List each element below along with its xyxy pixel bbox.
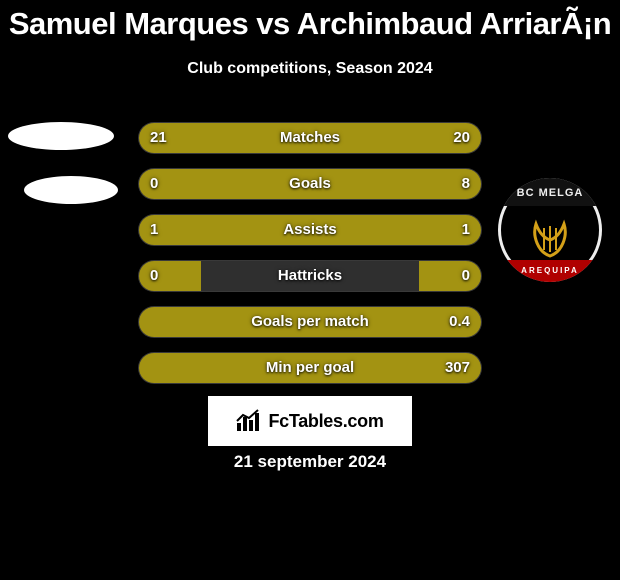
stat-value-right: 0.4 [449,306,470,338]
stat-fill-right [419,261,481,291]
comparison-title: Samuel Marques vs Archimbaud ArriarÃ¡n [0,0,620,42]
club-badge-top-text: BC MELGA [498,178,602,206]
stat-row: 2120Matches [138,122,482,154]
stat-fill-left [139,261,201,291]
lyre-icon [528,216,572,260]
stat-value-right: 307 [445,352,470,384]
stat-fill [139,123,481,153]
stats-container: 2120Matches08Goals11Assists00Hattricks0.… [138,122,482,398]
date-text: 21 september 2024 [0,452,620,472]
stat-row: 08Goals [138,168,482,200]
stat-fill [139,353,481,383]
comparison-subtitle: Club competitions, Season 2024 [0,60,620,78]
stat-value-left: 0 [150,260,158,292]
brand-banner: FcTables.com [208,396,412,446]
stat-value-left: 1 [150,214,158,246]
stat-row: 00Hattricks [138,260,482,292]
stat-value-right: 0 [462,260,470,292]
brand-text: FcTables.com [268,411,383,432]
stat-value-left: 0 [150,168,158,200]
stat-fill [139,169,481,199]
stat-fill [139,307,481,337]
stat-fill [139,215,481,245]
stat-value-right: 20 [453,122,470,154]
club-badge-bottom-text: AREQUIPA [498,260,602,282]
stat-value-right: 8 [462,168,470,200]
right-club-badge: BC MELGA AREQUIPA [498,178,602,282]
fctables-logo-icon [236,409,260,433]
stat-value-left: 21 [150,122,167,154]
stat-row: 0.4Goals per match [138,306,482,338]
stat-value-right: 1 [462,214,470,246]
left-player-photo-placeholder-2 [24,176,118,204]
stat-row: 11Assists [138,214,482,246]
left-player-photo-placeholder-1 [8,122,114,150]
infographic-root: Samuel Marques vs Archimbaud ArriarÃ¡n C… [0,0,620,580]
stat-row: 307Min per goal [138,352,482,384]
